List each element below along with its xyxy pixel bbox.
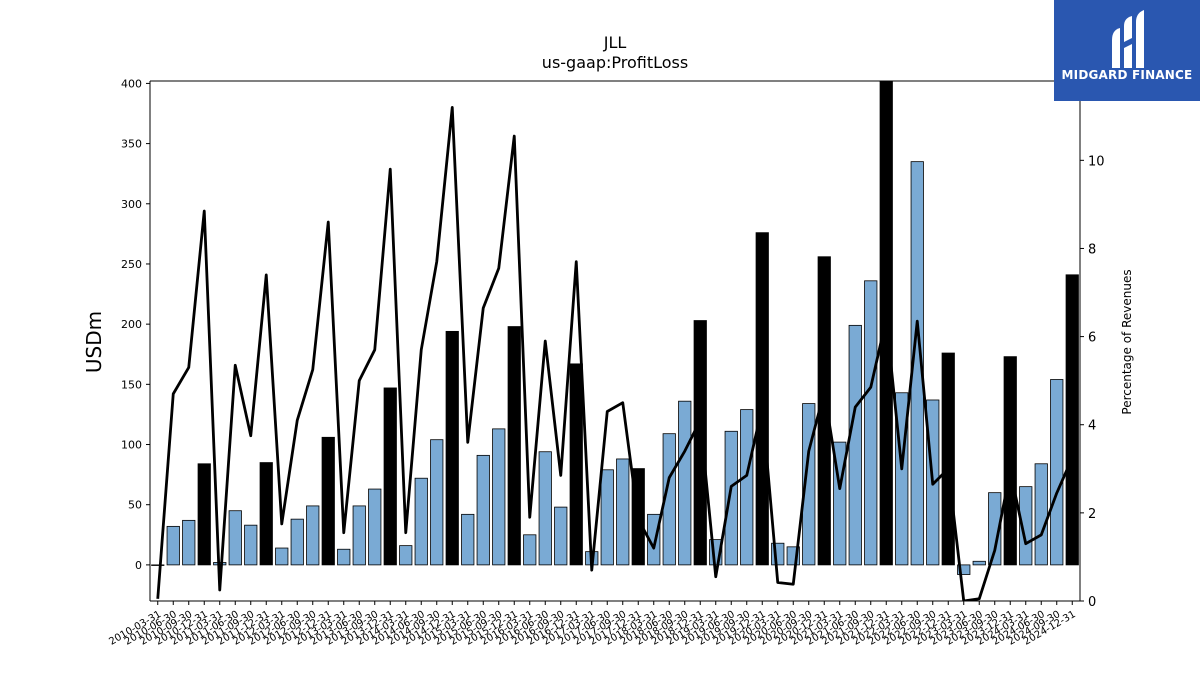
y-tick-label: 100 bbox=[121, 439, 142, 452]
chart-title: JLL bbox=[603, 33, 627, 52]
bar bbox=[383, 387, 397, 566]
bar bbox=[492, 428, 506, 566]
bar bbox=[368, 488, 382, 566]
bar bbox=[972, 560, 986, 566]
bar bbox=[740, 409, 754, 566]
bar bbox=[988, 492, 1002, 566]
y-tick-label: 0 bbox=[135, 559, 142, 572]
bar bbox=[197, 463, 211, 566]
y2-tick-label: 8 bbox=[1088, 242, 1096, 257]
y-tick-label: 250 bbox=[121, 258, 142, 271]
bar bbox=[569, 363, 583, 566]
bar bbox=[244, 524, 258, 566]
line-series bbox=[156, 106, 1074, 601]
bar bbox=[1003, 356, 1017, 566]
logo-mark-icon bbox=[1112, 10, 1144, 68]
y-tick-label: 50 bbox=[128, 499, 142, 512]
bar bbox=[693, 320, 707, 566]
bar bbox=[662, 433, 676, 566]
bars-group bbox=[151, 80, 1079, 575]
bar bbox=[724, 430, 738, 566]
bar bbox=[306, 505, 320, 566]
bar bbox=[399, 545, 413, 566]
bar bbox=[507, 326, 521, 566]
bar bbox=[476, 454, 490, 566]
bar bbox=[616, 458, 630, 566]
y-tick-label: 150 bbox=[121, 378, 142, 391]
bar bbox=[1034, 463, 1048, 566]
bar bbox=[182, 519, 196, 566]
bar bbox=[647, 513, 661, 566]
bar bbox=[523, 534, 537, 566]
bar bbox=[755, 232, 769, 566]
bar bbox=[275, 547, 289, 566]
bar bbox=[910, 161, 924, 566]
bar bbox=[864, 280, 878, 566]
bar bbox=[290, 518, 304, 566]
bar bbox=[445, 330, 459, 566]
y2-axis-label: Percentage of Revenues bbox=[1120, 269, 1134, 414]
bar bbox=[941, 352, 955, 566]
bar bbox=[957, 564, 971, 575]
y-tick-label: 350 bbox=[121, 138, 142, 151]
bar bbox=[337, 548, 351, 566]
y2-tick-label: 0 bbox=[1088, 595, 1096, 610]
bar bbox=[321, 436, 335, 566]
y2-tick-label: 4 bbox=[1088, 419, 1096, 434]
bar bbox=[678, 400, 692, 566]
y-tick-label: 400 bbox=[121, 77, 142, 90]
bar bbox=[352, 505, 366, 566]
bar bbox=[461, 513, 475, 566]
bar bbox=[430, 439, 444, 566]
y-tick-label: 200 bbox=[121, 318, 142, 331]
y2-tick-label: 2 bbox=[1088, 507, 1096, 522]
bar bbox=[151, 564, 165, 566]
bar bbox=[1019, 486, 1033, 566]
bar bbox=[1050, 379, 1064, 566]
chart-subtitle: us-gaap:ProfitLoss bbox=[542, 53, 688, 72]
bar bbox=[166, 525, 180, 566]
bar bbox=[1065, 274, 1079, 566]
brand-name: MIDGARD FINANCE bbox=[1061, 68, 1193, 82]
bar bbox=[259, 462, 273, 566]
bar bbox=[538, 451, 552, 566]
brand-logo: MIDGARD FINANCE bbox=[1054, 0, 1200, 101]
y-tick-label: 300 bbox=[121, 198, 142, 211]
bar bbox=[848, 324, 862, 566]
y2-tick-label: 10 bbox=[1088, 154, 1105, 169]
bar bbox=[600, 469, 614, 566]
plot-area: 05010015020025030035040002468102010-03-3… bbox=[107, 77, 1104, 647]
y2-tick-label: 6 bbox=[1088, 331, 1096, 346]
bar bbox=[554, 506, 568, 566]
y-axis-label: USDm bbox=[82, 311, 106, 373]
bar bbox=[414, 477, 428, 566]
bar bbox=[228, 510, 242, 566]
